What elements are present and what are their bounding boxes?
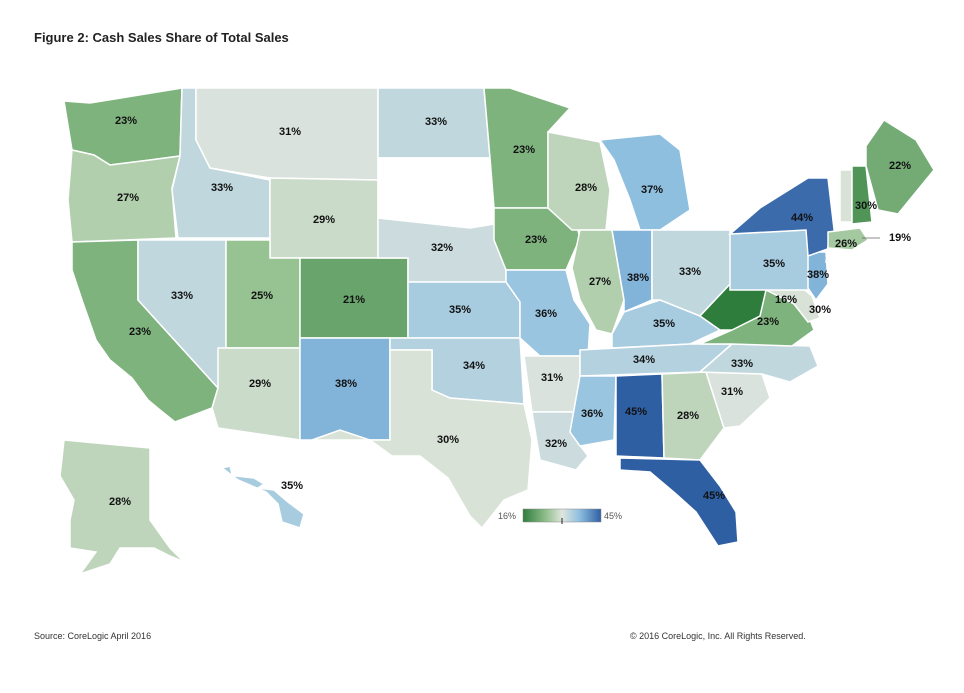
state-label-in: 38% <box>627 272 649 284</box>
state-ny <box>727 177 837 258</box>
figure-title: Figure 2: Cash Sales Share of Total Sale… <box>34 30 289 45</box>
state-label-wv: 16% <box>775 294 797 306</box>
state-label-ms: 36% <box>581 408 603 420</box>
state-label-nh: 19% <box>889 232 911 244</box>
state-label-hi: 35% <box>281 480 303 492</box>
state-label-mn: 23% <box>513 144 535 156</box>
copyright-note: © 2016 CoreLogic, Inc. All Rights Reserv… <box>630 631 806 641</box>
state-label-va: 23% <box>757 316 779 328</box>
state-label-ky: 35% <box>653 318 675 330</box>
state-label-ak: 28% <box>109 496 131 508</box>
state-sd <box>377 157 495 229</box>
state-ak <box>59 439 185 576</box>
state-label-wa: 23% <box>115 115 137 127</box>
state-label-tx: 30% <box>437 434 459 446</box>
state-label-nc: 33% <box>731 358 753 370</box>
state-label-sc: 31% <box>721 386 743 398</box>
state-label-nm: 38% <box>335 378 357 390</box>
color-legend: 16% 45% <box>498 508 622 524</box>
state-az <box>211 347 301 441</box>
state-label-vt: 30% <box>855 200 877 212</box>
state-label-il: 27% <box>589 276 611 288</box>
state-tx <box>311 349 533 530</box>
state-label-wy: 29% <box>313 214 335 226</box>
state-label-id: 33% <box>211 182 233 194</box>
state-label-nj: 38% <box>807 269 829 281</box>
state-label-nv: 33% <box>171 290 193 302</box>
state-label-ar: 31% <box>541 372 563 384</box>
state-label-me: 22% <box>889 160 911 172</box>
state-label-ne: 32% <box>431 242 453 254</box>
source-note: Source: CoreLogic April 2016 <box>34 631 152 641</box>
state-label-ut: 25% <box>251 290 273 302</box>
legend-max-label: 45% <box>604 511 622 521</box>
state-label-ny: 44% <box>791 212 813 224</box>
state-label-co: 21% <box>343 294 365 306</box>
state-label-ma: 26% <box>835 238 857 250</box>
state-ms <box>569 375 617 447</box>
state-label-mt: 31% <box>279 126 301 138</box>
legend-min-label: 16% <box>498 511 516 521</box>
state-label-ia: 23% <box>525 234 547 246</box>
state-label-ks: 35% <box>449 304 471 316</box>
state-label-mi: 37% <box>641 184 663 196</box>
state-mi <box>598 133 691 231</box>
state-label-nd: 33% <box>425 116 447 128</box>
state-label-tn: 34% <box>633 354 655 366</box>
state-label-az: 29% <box>249 378 271 390</box>
state-label-al: 45% <box>625 406 647 418</box>
state-ar <box>523 355 581 413</box>
state-in <box>611 229 653 314</box>
state-label-ok: 34% <box>463 360 485 372</box>
state-hi <box>220 465 305 529</box>
state-ma <box>827 227 870 251</box>
state-label-wi: 28% <box>575 182 597 194</box>
state-me <box>865 118 935 215</box>
state-label-ga: 28% <box>677 410 699 422</box>
state-label-fl: 45% <box>703 490 725 502</box>
state-fl <box>619 457 739 547</box>
state-label-md: 30% <box>809 304 831 316</box>
state-label-or: 27% <box>117 192 139 204</box>
state-label-pa: 35% <box>763 258 785 270</box>
state-nh <box>851 165 873 225</box>
state-label-ca: 23% <box>129 326 151 338</box>
state-label-oh: 33% <box>679 266 701 278</box>
state-vt <box>839 169 853 223</box>
state-label-la: 32% <box>545 438 567 450</box>
state-label-mo: 36% <box>535 308 557 320</box>
state-nj <box>807 251 829 302</box>
